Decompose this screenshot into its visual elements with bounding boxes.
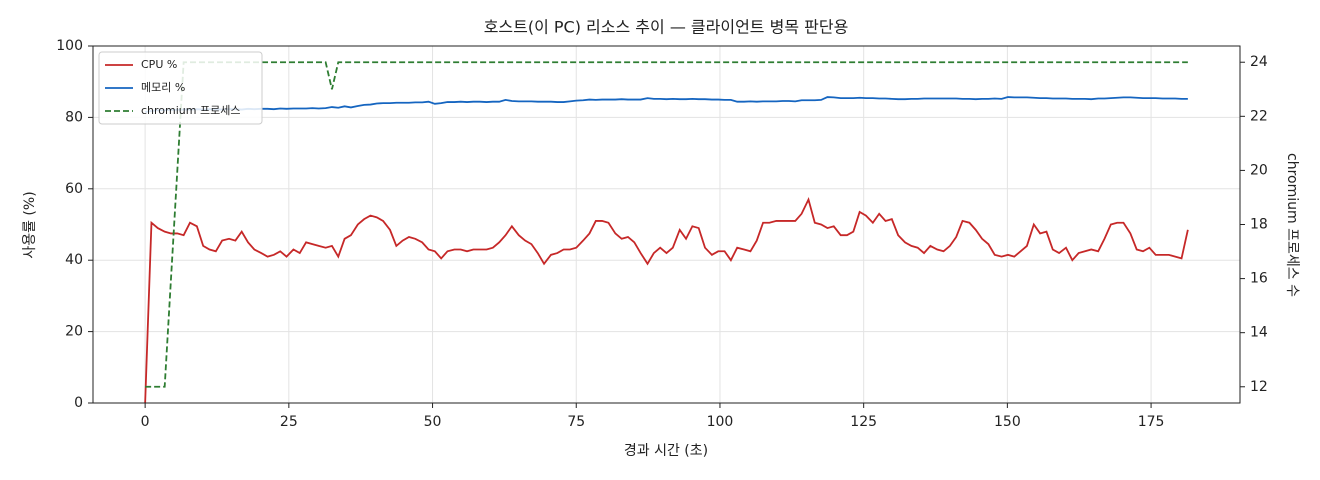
x-tick-label: 175: [1138, 414, 1165, 430]
legend-box: [98, 51, 263, 125]
y-tick-label: 80: [65, 109, 83, 125]
legend-label: 메모리 %: [141, 81, 185, 94]
y2-tick-label: 18: [1250, 217, 1268, 233]
y-tick-label: 40: [65, 252, 83, 268]
x-tick-label: 125: [850, 414, 877, 430]
series-line: [144, 96, 1188, 113]
x-tick-label: 75: [567, 414, 585, 430]
y-tick-label: 0: [74, 395, 83, 411]
x-tick-label: 0: [141, 414, 150, 430]
x-tick-label: 50: [424, 414, 442, 430]
series-line: [145, 61, 1188, 388]
y2-tick-label: 22: [1250, 108, 1268, 124]
y-tick-label: 20: [65, 324, 83, 340]
y2-axis-label: chromium 프로세스 수: [1284, 153, 1300, 297]
y-axis-label: 사용률 (%): [22, 191, 38, 258]
x-tick-label: 25: [280, 414, 298, 430]
y2-tick-label: 20: [1250, 162, 1268, 178]
legend-label: CPU %: [141, 58, 177, 71]
y-tick-label: 60: [65, 181, 83, 197]
y2-tick-label: 24: [1250, 54, 1268, 70]
y2-tick-label: 16: [1250, 271, 1268, 287]
legend: CPU % 메모리 % chromium 프로세스: [98, 51, 263, 125]
y2-tick-label: 12: [1250, 379, 1268, 395]
y2-tick-label: 14: [1250, 325, 1268, 341]
legend-label: chromium 프로세스: [141, 104, 240, 117]
series-line: [144, 196, 1189, 404]
chart-title: 호스트(이 PC) 리소스 추이 — 클라이언트 병목 판단용: [484, 18, 849, 37]
y-tick-label: 100: [56, 38, 83, 54]
x-tick-label: 100: [707, 414, 734, 430]
x-tick-label: 150: [994, 414, 1021, 430]
x-axis-label: 경과 시간 (초): [624, 443, 708, 459]
